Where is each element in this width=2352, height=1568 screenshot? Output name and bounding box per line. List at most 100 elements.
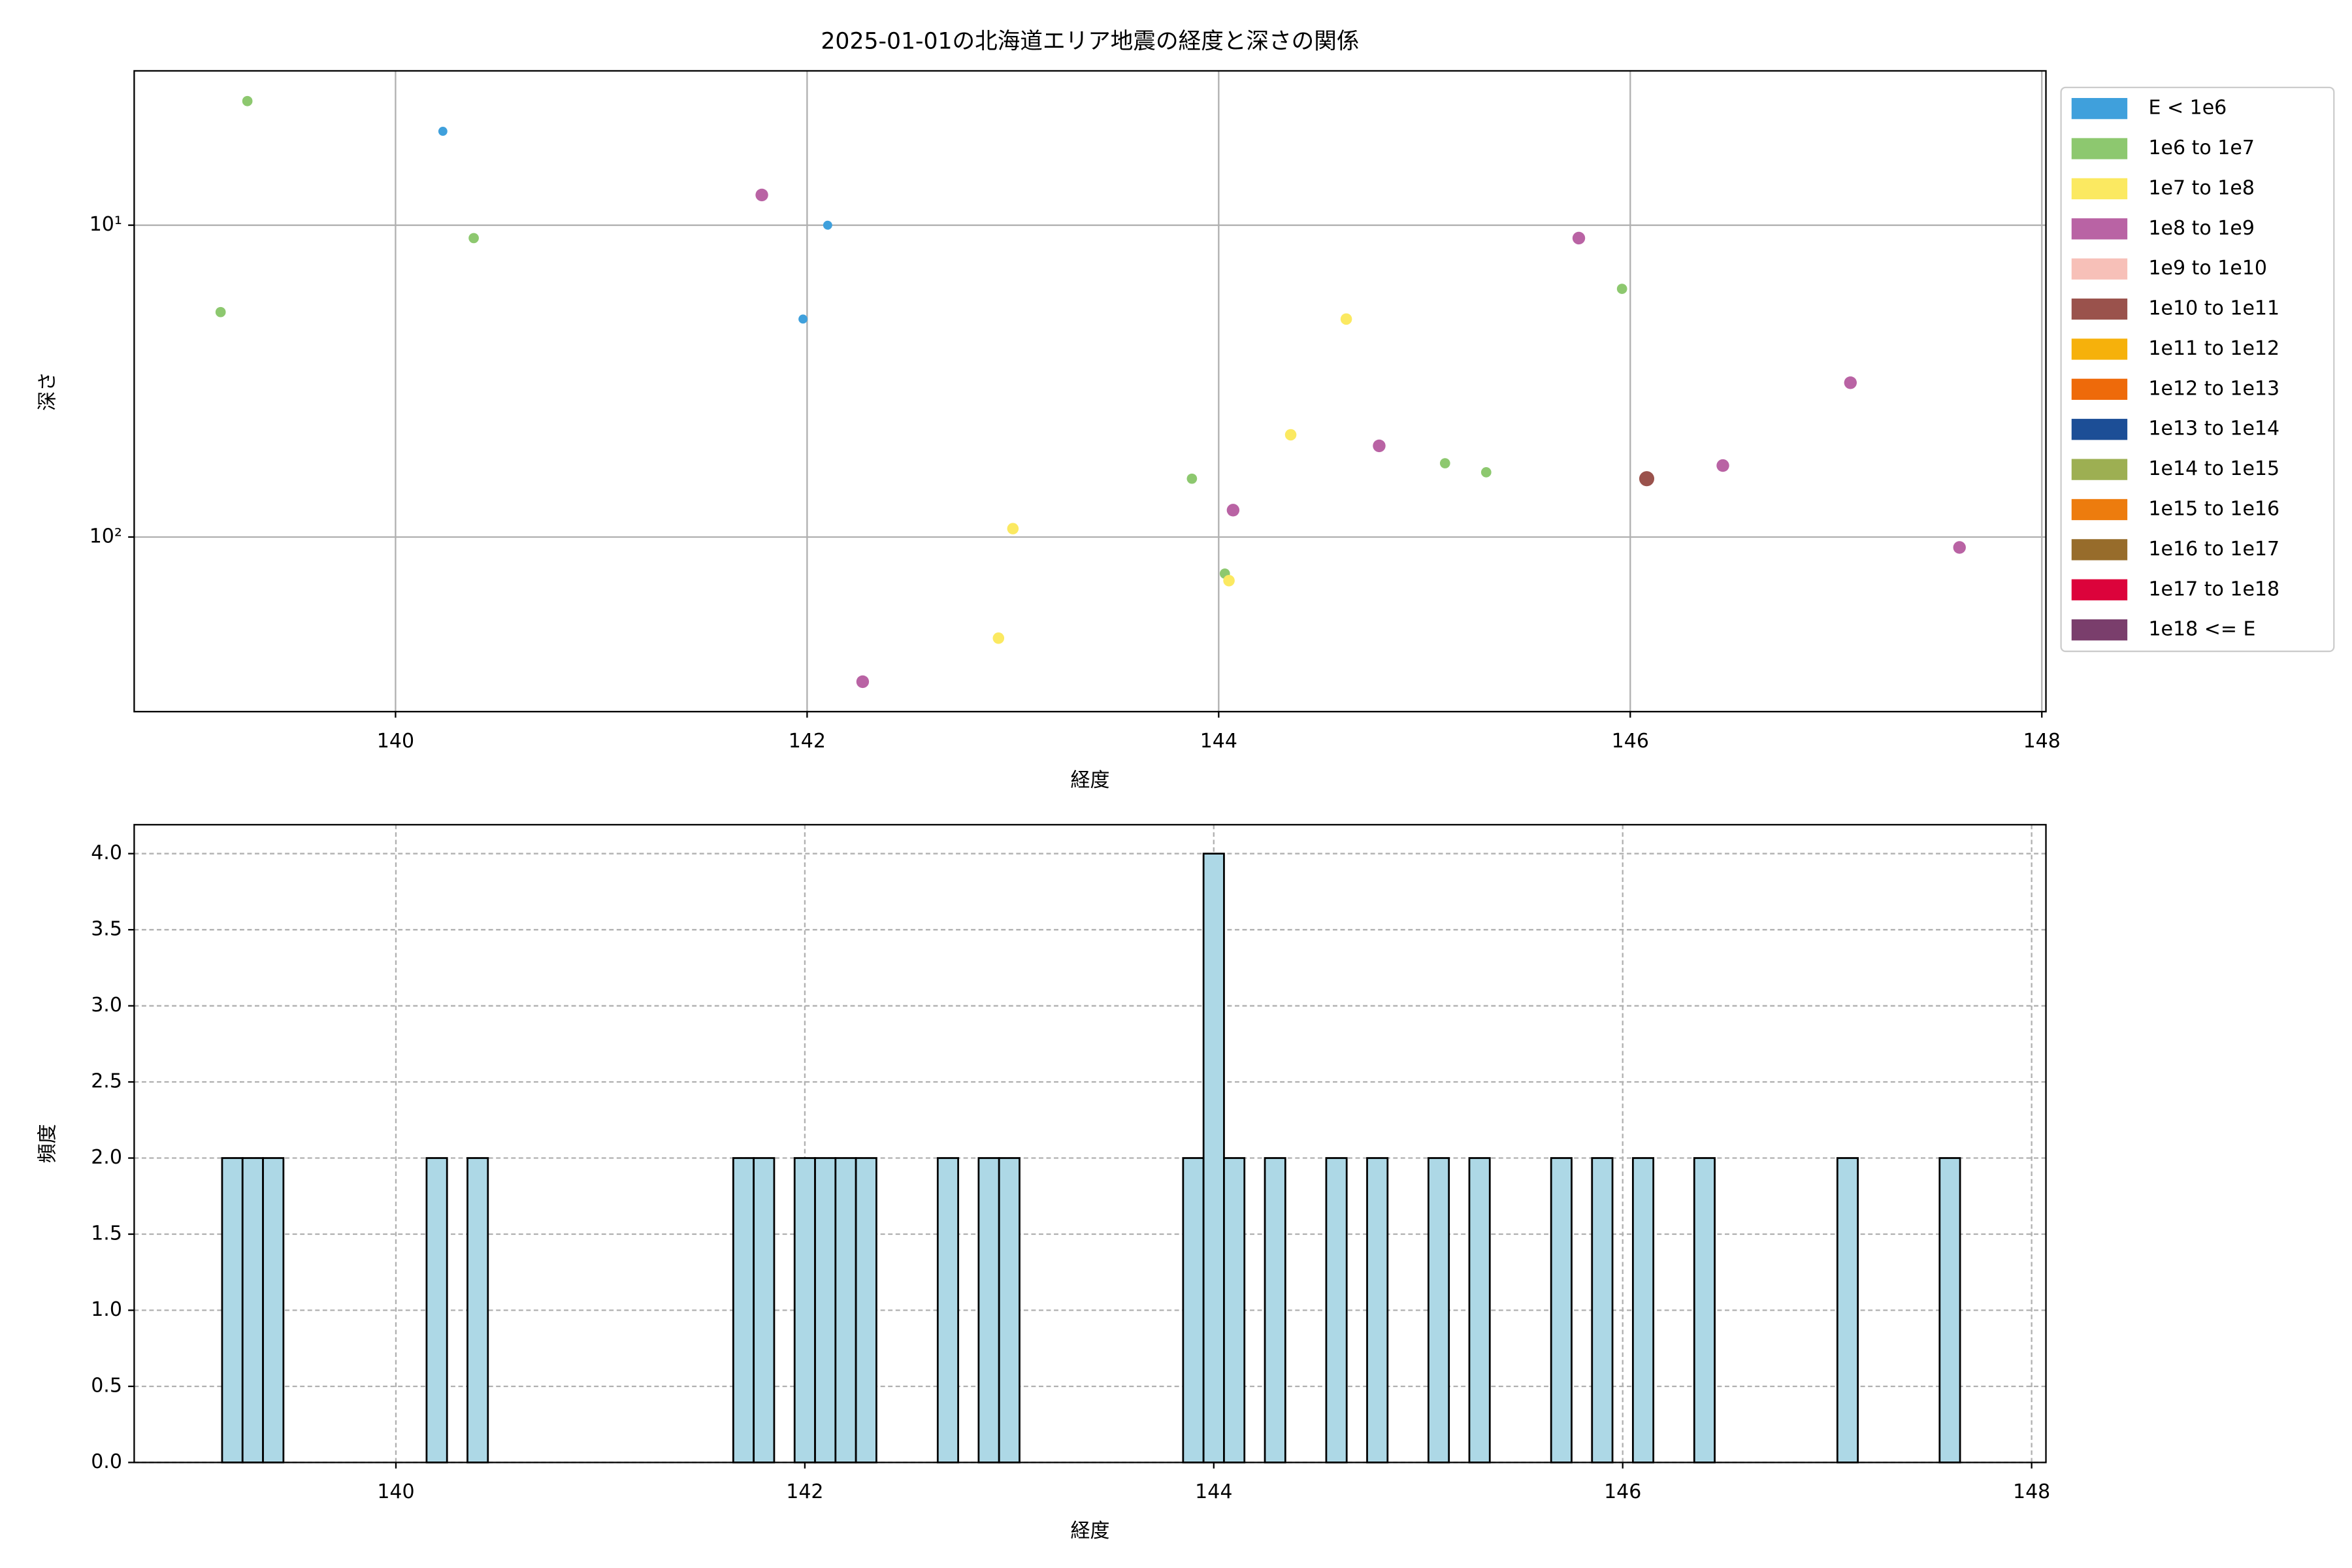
y-tick-label: 3.5 xyxy=(91,918,122,941)
y-tick-label: 0.0 xyxy=(91,1450,122,1473)
y-tick-label: 4.0 xyxy=(91,841,122,864)
point xyxy=(1284,429,1297,441)
legend-label: 1e9 to 1e10 xyxy=(2148,257,2267,280)
legend-swatch xyxy=(2071,498,2128,521)
bar xyxy=(1591,1157,1614,1463)
legend-label: 1e16 to 1e17 xyxy=(2148,538,2279,561)
legend-label: 1e12 to 1e13 xyxy=(2148,377,2279,400)
bar xyxy=(977,1157,1000,1463)
bar xyxy=(1938,1157,1961,1463)
y-axis-label: 頻度 xyxy=(36,1124,59,1163)
point xyxy=(856,675,870,689)
point xyxy=(242,95,253,106)
bar xyxy=(753,1157,776,1463)
x-axis-label: 経度 xyxy=(1070,1520,1109,1543)
legend-swatch xyxy=(2071,378,2128,400)
x-tick-label: 148 xyxy=(2013,1480,2050,1503)
point xyxy=(215,306,226,318)
x-tick-label: 140 xyxy=(377,1480,414,1503)
point xyxy=(468,233,479,244)
bar xyxy=(1202,853,1225,1463)
bar xyxy=(1366,1157,1389,1463)
legend-label: 1e17 to 1e18 xyxy=(2148,578,2279,600)
point xyxy=(798,314,808,324)
axes-frame xyxy=(133,70,2047,713)
point xyxy=(1953,541,1966,554)
bar xyxy=(1468,1157,1491,1463)
x-tick-label: 144 xyxy=(1195,1480,1232,1503)
axes-frame xyxy=(133,824,2047,1463)
bar xyxy=(1693,1157,1716,1463)
point xyxy=(1340,313,1352,325)
point xyxy=(823,220,832,230)
legend-swatch xyxy=(2071,298,2128,320)
legend-swatch xyxy=(2071,419,2128,440)
x-tick-label: 142 xyxy=(789,730,826,753)
point xyxy=(1373,439,1386,453)
bar xyxy=(1182,1157,1205,1463)
y-tick-label: 10¹ xyxy=(90,213,122,236)
legend-label: 1e6 to 1e7 xyxy=(2148,137,2254,159)
bar xyxy=(1325,1157,1348,1463)
y-tick-label: 3.0 xyxy=(91,994,122,1017)
bar xyxy=(262,1157,285,1463)
bar xyxy=(1631,1157,1655,1463)
y-axis-label: 深さ xyxy=(36,372,59,411)
legend-label: 1e10 to 1e11 xyxy=(2148,297,2279,320)
legend-swatch xyxy=(2071,178,2128,200)
y-tick-label: 0.5 xyxy=(91,1374,122,1397)
legend-label: E < 1e6 xyxy=(2148,97,2227,120)
x-tick-label: 142 xyxy=(786,1480,823,1503)
legend-label: 1e8 to 1e9 xyxy=(2148,217,2254,240)
point xyxy=(1223,574,1235,587)
point xyxy=(1716,459,1729,472)
bar xyxy=(855,1157,877,1463)
bar xyxy=(1428,1157,1450,1463)
legend-label: 1e13 to 1e14 xyxy=(2148,417,2279,440)
point xyxy=(1616,284,1627,294)
bar xyxy=(834,1157,857,1463)
legend-label: 1e15 to 1e16 xyxy=(2148,498,2279,521)
x-axis-label: 経度 xyxy=(1070,769,1109,792)
point xyxy=(755,188,768,202)
point xyxy=(992,632,1005,644)
legend-swatch xyxy=(2071,619,2128,641)
y-tick-label: 2.5 xyxy=(91,1070,122,1093)
x-tick-label: 148 xyxy=(2023,730,2061,753)
legend-label: 1e7 to 1e8 xyxy=(2148,176,2254,199)
bar xyxy=(1223,1157,1246,1463)
point xyxy=(1844,376,1857,389)
legend-swatch xyxy=(2071,539,2128,561)
bar xyxy=(1264,1157,1286,1463)
point xyxy=(1639,471,1655,487)
bar xyxy=(241,1157,264,1463)
bar xyxy=(936,1157,959,1463)
bar xyxy=(466,1157,489,1463)
legend-swatch xyxy=(2071,258,2128,280)
legend-label: 1e18 <= E xyxy=(2148,618,2255,641)
point xyxy=(1480,467,1492,478)
legend-swatch xyxy=(2071,338,2128,360)
legend-box xyxy=(2060,86,2335,653)
y-tick-label: 10² xyxy=(90,525,122,547)
bar xyxy=(998,1157,1021,1463)
y-tick-label: 1.5 xyxy=(91,1222,122,1245)
bar xyxy=(1550,1157,1573,1463)
legend-label: 1e14 to 1e15 xyxy=(2148,457,2279,480)
legend-swatch xyxy=(2071,98,2128,120)
bar xyxy=(732,1157,755,1463)
legend-swatch xyxy=(2071,459,2128,480)
bar xyxy=(425,1157,448,1463)
bar xyxy=(221,1157,244,1463)
bar xyxy=(814,1157,837,1463)
x-tick-label: 140 xyxy=(377,730,414,753)
point xyxy=(1007,523,1019,534)
point xyxy=(1226,504,1240,517)
bar xyxy=(1836,1157,1859,1463)
point xyxy=(1572,231,1586,245)
x-tick-label: 146 xyxy=(1604,1480,1641,1503)
legend-label: 1e11 to 1e12 xyxy=(2148,337,2279,360)
point xyxy=(1186,473,1198,484)
x-tick-label: 146 xyxy=(1612,730,1649,753)
